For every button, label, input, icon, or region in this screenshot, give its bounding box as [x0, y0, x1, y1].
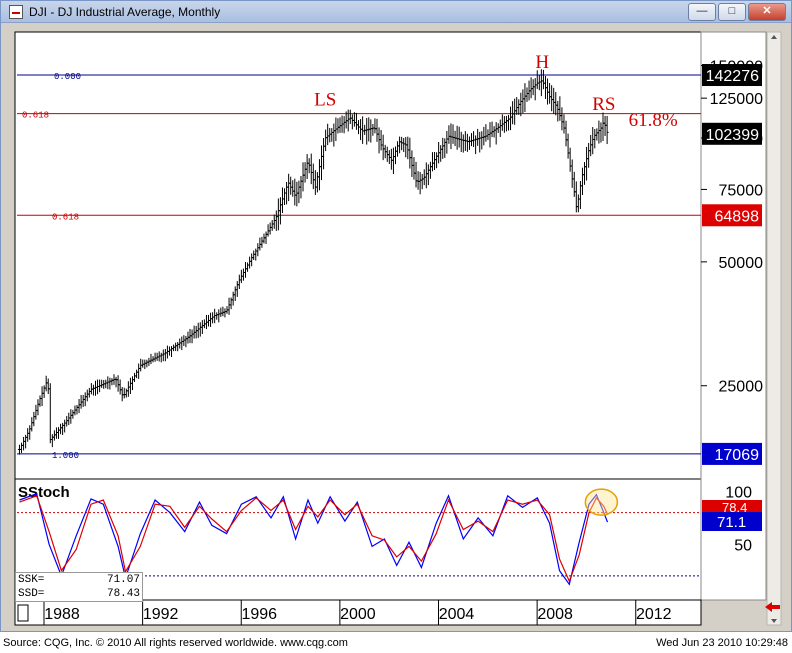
- minimize-button[interactable]: —: [688, 3, 716, 21]
- xtick-label: 2000: [340, 606, 376, 623]
- fib-label-2: 0.618: [52, 212, 79, 222]
- source-credit: Source: CQG, Inc. © 2010 All rights rese…: [3, 637, 348, 649]
- xtick-label: 1992: [143, 606, 179, 623]
- xtick-label: 1996: [241, 606, 277, 623]
- fib-label-3: 1.000: [52, 451, 79, 461]
- ssd-badge-bg: [702, 500, 762, 514]
- xtick-label: 1988: [44, 606, 80, 623]
- ssk-badge-text: 71.1: [717, 514, 746, 531]
- ssk-line: [19, 492, 609, 586]
- close-button[interactable]: ✕: [748, 3, 786, 21]
- price-badge-text-top: 142276: [706, 68, 759, 85]
- highlight-circle: [584, 488, 619, 516]
- xtick-label: 2004: [439, 606, 475, 623]
- fib-label-1: 0.618: [22, 111, 49, 121]
- ssd-value: 78.43: [106, 588, 140, 600]
- timestamp: Wed Jun 23 2010 10:29:48: [656, 637, 788, 649]
- ssd-row: SSD= 78.43: [16, 587, 142, 601]
- price-badge-text-mid: 102399: [706, 127, 759, 144]
- stoch-y-axis-ticks: 50 100: [725, 485, 752, 555]
- chart-app-icon: [9, 5, 23, 19]
- ytick-label: 125000: [710, 91, 763, 108]
- x-axis-corner-box[interactable]: [17, 604, 29, 622]
- chart-window: DJI - DJ Industrial Average, Monthly — □…: [0, 0, 792, 632]
- x-axis-area: [14, 599, 702, 626]
- price-badge-bottom: [702, 442, 762, 465]
- fibonacci-lines: [17, 74, 701, 455]
- scroll-down-arrow-icon[interactable]: [771, 619, 777, 623]
- ssd-label: SSD=: [18, 588, 45, 600]
- annotation-ls: LS: [314, 89, 336, 110]
- ssk-row: SSK= 71.07: [16, 573, 142, 587]
- stoch-values-box: SSK= 71.07 SSD= 78.43: [15, 572, 143, 602]
- price-badge-top: [702, 64, 762, 87]
- chart-area[interactable]: 0.000 0.618 0.618 1.000 LS H RS 61.8% 25000 500…: [14, 31, 782, 631]
- annotation-h: H: [535, 52, 549, 73]
- title-bar[interactable]: DJI - DJ Industrial Average, Monthly — □…: [1, 1, 791, 23]
- xtick-label: 2008: [537, 606, 573, 623]
- vertical-scrollbar[interactable]: [766, 31, 782, 626]
- ytick-label: 75000: [719, 182, 764, 199]
- ytick-label: 50000: [719, 255, 764, 272]
- price-badge-low: [702, 204, 762, 227]
- xtick-label: 2012: [636, 606, 672, 623]
- price-badge-text-bottom: 17069: [715, 447, 760, 464]
- stoch-lines: [19, 488, 619, 586]
- fibonacci-labels: 0.000 0.618 0.618 1.000: [22, 72, 81, 461]
- ssd-badge-text: 78.4: [722, 500, 747, 515]
- footer-bar: Source: CQG, Inc. © 2010 All rights rese…: [0, 634, 792, 653]
- chart-annotations: LS H RS 61.8%: [314, 52, 678, 131]
- ssk-value: 71.07: [106, 574, 140, 586]
- scroll-up-arrow-icon[interactable]: [771, 35, 777, 39]
- annotation-rs: RS: [592, 94, 615, 115]
- price-badge-mid: [702, 122, 762, 145]
- price-badges: 142276 102399 64898 17069: [702, 64, 762, 465]
- ssk-label: SSK=: [18, 574, 45, 586]
- ohlc-bar: [605, 115, 609, 145]
- ytick-label: 25000: [719, 379, 764, 396]
- ssk-badge-bg: [702, 512, 762, 531]
- stoch-ytick-label: 100: [725, 485, 752, 502]
- annotation-618: 61.8%: [629, 110, 678, 131]
- price-panel-frame: [14, 31, 702, 480]
- ohlc-bars: [17, 69, 609, 455]
- maximize-button[interactable]: □: [718, 3, 746, 21]
- stoch-panel-title: SStoch: [18, 484, 70, 501]
- window-title: DJI - DJ Industrial Average, Monthly: [29, 5, 221, 19]
- price-badge-text-low: 64898: [715, 208, 760, 225]
- stoch-ytick-label: 50: [734, 537, 752, 554]
- fib-label-0: 0.000: [54, 72, 81, 82]
- x-axis-ticks: 1988 1992 1996 2000 2004 2008 2012: [43, 600, 672, 625]
- ssd-line: [19, 495, 609, 583]
- stoch-badges: 78.4 71.1: [702, 500, 762, 531]
- scroll-back-arrow-icon[interactable]: [765, 602, 780, 612]
